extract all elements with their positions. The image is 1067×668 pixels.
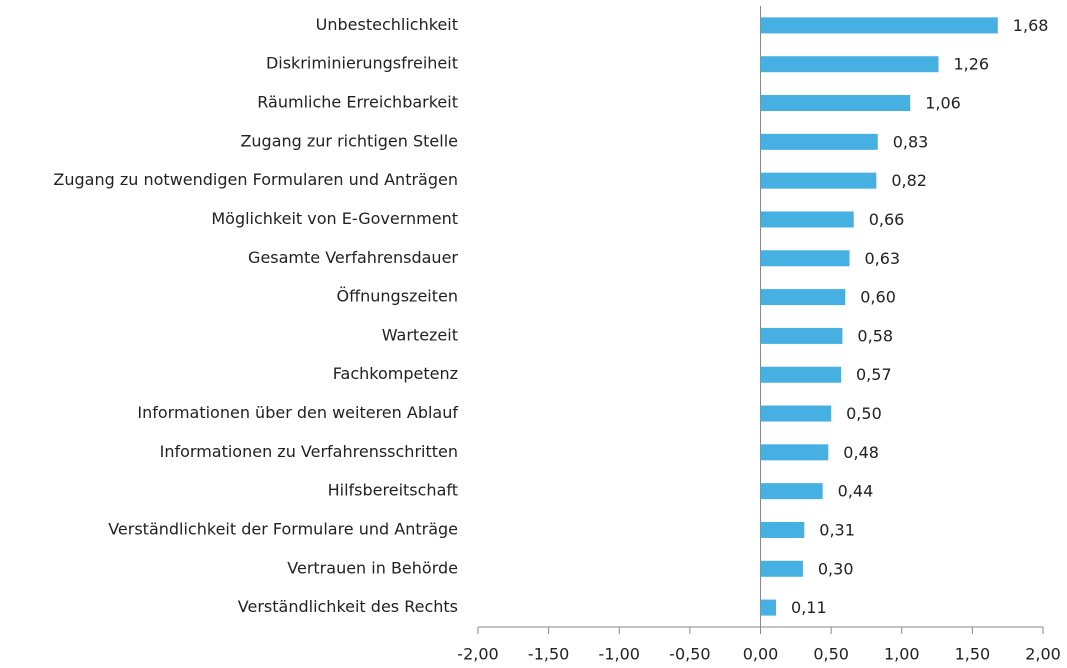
category-label: Zugang zu notwendigen Formularen und Ant… [53,170,458,189]
category-label: Fachkompetenz [333,364,458,383]
category-label: Hilfsbereitschaft [328,481,458,500]
data-label: 0,63 [864,249,900,268]
data-label: 0,60 [860,288,896,307]
data-label: 0,31 [819,520,855,539]
bar [760,250,850,267]
category-label: Informationen über den weiteren Ablauf [137,403,458,422]
category-label: Informationen zu Verfahrensschritten [160,442,458,461]
x-tick-label: -2,00 [457,645,498,664]
x-tick-label: -0,50 [669,645,710,664]
data-label: 0,82 [891,171,927,190]
category-label: Räumliche Erreichbarkeit [257,93,458,112]
category-label: Öffnungszeiten [337,287,458,306]
category-label: Möglichkeit von E-Government [211,209,458,228]
data-label: 1,68 [1013,16,1049,35]
category-label: Wartezeit [382,325,458,344]
bar [760,172,877,189]
bar [760,599,777,616]
data-label: 1,06 [925,94,961,113]
bar [760,483,823,500]
data-label: 0,58 [857,326,893,345]
x-tick-label: 1,00 [884,645,920,664]
data-label: 0,66 [869,210,905,229]
category-label: Zugang zur richtigen Stelle [240,131,458,150]
data-label: 0,48 [843,443,879,462]
data-label: 1,26 [953,55,989,74]
x-tick-label: 2,00 [1025,645,1061,664]
x-tick-label: -1,50 [528,645,569,664]
data-label: 0,57 [856,365,892,384]
data-label: 0,11 [791,598,827,617]
bar [760,95,911,112]
bar [760,444,829,461]
category-label: Diskriminierungsfreiheit [266,54,458,73]
bar [760,211,854,228]
category-label: Unbestechlichkeit [316,15,458,34]
bar [760,17,998,34]
data-label: 0,30 [818,559,854,578]
bar [760,521,805,538]
bar [760,56,939,73]
category-label: Verständlichkeit der Formulare und Anträ… [108,519,458,538]
bar [760,560,803,577]
x-tick-label: 1,50 [955,645,991,664]
x-tick-label: 0,00 [743,645,779,664]
bar [760,133,878,150]
x-tick-label: 0,50 [813,645,849,664]
category-label: Gesamte Verfahrensdauer [248,248,458,267]
data-label: 0,83 [893,132,929,151]
category-label: Verständlichkeit des Rechts [238,597,458,616]
bar [760,327,843,344]
data-label: 0,44 [838,482,874,501]
bar [760,366,842,383]
data-label: 0,50 [846,404,882,423]
bar [760,405,832,422]
bar [760,289,846,306]
x-tick-label: -1,00 [599,645,640,664]
category-label: Vertrauen in Behörde [287,558,458,577]
